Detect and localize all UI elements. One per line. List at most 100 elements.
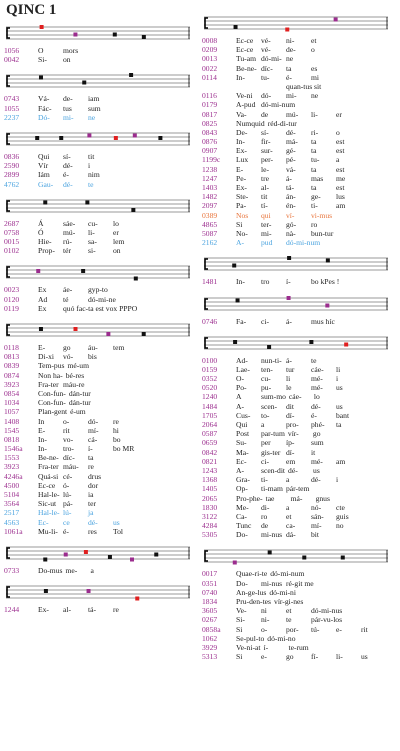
entry-row: 0839 Tem-pus mé-um [4, 361, 194, 370]
syllable: de- [286, 45, 296, 55]
clef [6, 586, 10, 598]
syllable: Pro-phe- [236, 493, 263, 503]
syllable: er [336, 109, 342, 119]
syllable: o- [63, 416, 70, 426]
syllable: díc- [63, 453, 75, 463]
syllable: a [286, 475, 290, 485]
syllable: díc- [261, 63, 273, 73]
entry-row: 1545 E-rit mí-hi [4, 426, 194, 435]
syllable: ri- [311, 127, 319, 137]
entry-id: 1830 [202, 502, 218, 512]
neume [83, 549, 88, 554]
syllable: Vá- [38, 94, 50, 104]
entry-row: 0389 Nos qui ví-vi-mus [202, 211, 392, 220]
entry-row: 0209 Ec-ce vé-de-o [202, 45, 392, 54]
syllable: ré-git me [286, 578, 314, 588]
staff [204, 550, 388, 565]
syllable: li- [336, 652, 343, 662]
entry-id: 5305 [202, 530, 218, 540]
entry-row: 1247 Pe-tre á-mas me [202, 174, 392, 183]
syllable: sí- [261, 127, 269, 137]
syllable: Ec- [236, 456, 247, 466]
syllable: dé- [311, 475, 321, 485]
syllable [236, 82, 261, 91]
syllable: Quae-ri-te [236, 569, 268, 579]
syllable: re [113, 605, 119, 615]
entry-row: 0858a Si o-por-tú-e-rit [202, 625, 392, 634]
syllable: mé-um [67, 361, 89, 371]
syllable: é-um [70, 407, 86, 417]
syllable: dé- [63, 161, 73, 171]
staff [6, 25, 190, 40]
syllable: cu- [88, 218, 98, 228]
syllable: ja [88, 508, 94, 518]
syllable: dán-tur [68, 388, 91, 398]
neume [43, 589, 48, 594]
syllable: ci- [261, 316, 270, 326]
entry-row: 0118 E-go áu-tem [4, 343, 194, 352]
syllable: nà- [286, 228, 296, 238]
entry-row: 5313 Si e-go fí-li-us [202, 652, 392, 661]
syllable: per- [261, 155, 274, 165]
syllable: In- [38, 444, 47, 454]
entry-row: 0023 Ex áe-gyp-to [4, 285, 194, 294]
entry-id: 1238 [202, 164, 218, 174]
syllable: ter- [261, 219, 272, 229]
syllable: a [90, 565, 94, 575]
syllable: pár-vu-los [311, 615, 343, 625]
syllable: dí- [286, 447, 295, 457]
clef [204, 297, 208, 310]
syllable: Ad [38, 294, 48, 304]
syllable: Tem-pus [38, 361, 65, 371]
entry-row: 1482 Ste-tit án-ge-lus [202, 192, 392, 201]
syllable: drus [88, 471, 102, 481]
entry-id: 1057 [4, 407, 20, 417]
page-title: QINC 1 [6, 2, 57, 18]
neume [81, 269, 86, 274]
syllable: Ma- [236, 447, 249, 457]
syllable: Fra-ter [38, 379, 59, 389]
entry-id: 0042 [4, 55, 20, 65]
staff [204, 16, 388, 32]
syllable: mus híc [311, 316, 335, 326]
syllable: pá- [63, 499, 73, 509]
entry-row: 0821 Ec-ci-em mé-am [202, 457, 392, 466]
entry-row: 2517 Hal-le-lú-ja [4, 508, 194, 517]
syllable: íp- [286, 438, 295, 448]
neume [73, 327, 78, 331]
neume [285, 27, 290, 32]
entry-id: 1240 [202, 392, 218, 402]
syllable: Tu-am [236, 54, 256, 64]
syllable: lem [113, 237, 125, 247]
entry-id: 3605 [202, 606, 218, 616]
entry-id: 1545 [4, 425, 20, 435]
entry-id: 4284 [202, 521, 218, 531]
entry-id: 0159 [202, 364, 218, 374]
syllable: per [261, 438, 271, 448]
syllable: mi- [286, 91, 297, 101]
syllable: vír-gi-nes [274, 597, 304, 606]
entry-id: 1034 [4, 398, 20, 408]
entry-id: 0813 [4, 352, 20, 362]
entry-row: 0842 Ma-gis-ter dí-it [202, 448, 392, 457]
syllable: por- [286, 624, 299, 634]
syllable: us [313, 465, 320, 475]
entry-row: 5305 Do-mi-nus dá-bit [202, 530, 392, 539]
entry-id: 0267 [202, 615, 218, 625]
syllable: am [336, 201, 346, 211]
syllable: ta [311, 164, 317, 174]
syllable: Pe- [236, 173, 247, 183]
syllable: Si- [38, 55, 47, 65]
entry-id: 4563 [4, 517, 20, 527]
neume [38, 327, 43, 331]
entry-row: 3564 Sic-ut pá-ter [4, 499, 194, 508]
entry-id: 2237 [4, 112, 20, 122]
entry-row: 0008 Ec-ce vé-ni-et [202, 36, 392, 45]
syllable: E- [38, 425, 46, 435]
syllable: Ste- [236, 192, 249, 202]
syllable: ti- [261, 475, 268, 485]
syllable: dó-mi-no [267, 633, 296, 643]
entry-id: 1481 [202, 277, 218, 287]
